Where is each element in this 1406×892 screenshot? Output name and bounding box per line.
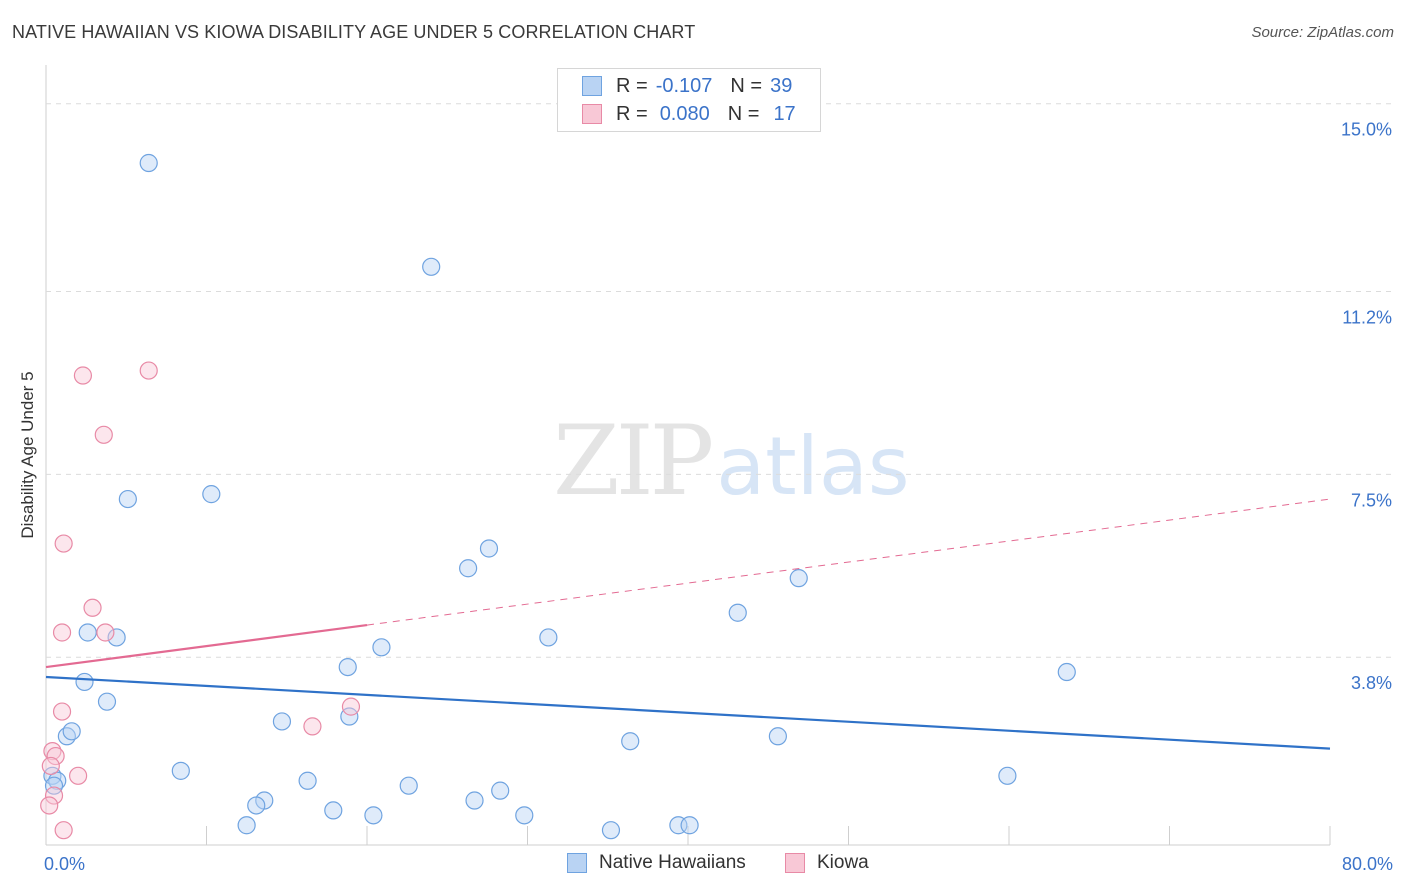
data-point-native-hawaiians xyxy=(298,771,317,790)
data-point-native-hawaiians xyxy=(1057,662,1076,682)
series-label-native-hawaiians: Native Hawaiians xyxy=(599,852,746,873)
data-point-native-hawaiians xyxy=(237,816,256,835)
series-legend-kiowa: Kiowa xyxy=(785,852,869,874)
y-tick-label: 3.8% xyxy=(1351,673,1392,693)
data-point-native-hawaiians xyxy=(324,801,343,820)
y-axis-label: Disability Age Under 5 xyxy=(18,371,37,539)
series-legend: Native Hawaiians Kiowa xyxy=(0,852,1406,878)
data-point-native-hawaiians xyxy=(491,781,510,800)
legend-r-value-kiowa: 0.080 xyxy=(659,102,710,125)
data-point-native-hawaiians xyxy=(364,806,383,825)
legend-n-label: N = xyxy=(727,102,760,125)
data-point-native-hawaiians xyxy=(202,485,221,504)
data-point-native-hawaiians xyxy=(479,539,499,558)
data-point-native-hawaiians xyxy=(118,489,137,509)
legend-swatch-native-hawaiians xyxy=(582,76,602,96)
data-point-kiowa xyxy=(52,623,72,642)
data-point-kiowa xyxy=(44,786,64,805)
data-point-native-hawaiians xyxy=(44,776,64,795)
data-point-native-hawaiians xyxy=(372,638,391,657)
data-point-native-hawaiians xyxy=(422,257,441,276)
data-point-native-hawaiians xyxy=(465,791,484,810)
data-point-native-hawaiians xyxy=(338,657,357,677)
data-point-kiowa xyxy=(96,623,115,642)
y-tick-label: 15.0% xyxy=(1341,120,1392,140)
data-point-kiowa xyxy=(52,702,72,721)
data-point-kiowa xyxy=(341,697,361,716)
data-point-native-hawaiians xyxy=(539,628,558,647)
data-point-kiowa xyxy=(54,534,73,553)
y-tick-label: 11.2% xyxy=(1342,308,1392,328)
data-point-native-hawaiians xyxy=(247,796,266,815)
x-tick-label: 0.0% xyxy=(44,854,85,874)
chart-title: NATIVE HAWAIIAN VS KIOWA DISABILITY AGE … xyxy=(12,22,696,42)
series-legend-native-hawaiians: Native Hawaiians xyxy=(567,852,746,874)
legend-n-value-kiowa: 17 xyxy=(773,102,796,125)
data-point-native-hawaiians xyxy=(139,153,158,173)
legend-n-label: N = xyxy=(730,74,763,97)
data-point-native-hawaiians xyxy=(75,672,94,692)
legend-row-native-hawaiians: R = -0.107 N = 39 xyxy=(582,73,792,99)
data-point-kiowa xyxy=(68,766,88,785)
trend-line-native-hawaiians xyxy=(45,675,1331,750)
data-point-kiowa xyxy=(54,821,73,840)
watermark-zip: ZIP xyxy=(553,405,714,517)
data-point-native-hawaiians xyxy=(171,761,190,780)
data-point-native-hawaiians xyxy=(459,559,478,578)
data-point-native-hawaiians xyxy=(399,776,418,795)
trend-line-kiowa-solid xyxy=(45,623,368,669)
legend-row-kiowa: R = 0.080 N = 17 xyxy=(582,101,796,127)
data-point-native-hawaiians xyxy=(272,712,292,731)
data-point-native-hawaiians xyxy=(728,603,747,622)
series-swatch-native-hawaiians xyxy=(567,853,587,873)
data-point-native-hawaiians xyxy=(97,692,117,711)
legend-swatch-kiowa xyxy=(582,104,602,124)
data-point-kiowa xyxy=(139,361,158,380)
legend-r-value-native-hawaiians: -0.107 xyxy=(655,74,713,97)
watermark: ZIPatlas xyxy=(553,405,910,517)
data-point-native-hawaiians xyxy=(62,722,81,741)
correlation-legend: R = -0.107 N = 39 R = 0.080 N = 17 xyxy=(557,68,821,132)
series-label-kiowa: Kiowa xyxy=(817,852,869,873)
watermark-atlas: atlas xyxy=(716,420,910,513)
data-point-kiowa xyxy=(73,366,93,385)
chart-source: Source: ZipAtlas.com xyxy=(1251,24,1394,41)
data-point-native-hawaiians xyxy=(601,821,621,840)
data-point-kiowa xyxy=(46,746,65,766)
data-point-kiowa xyxy=(94,425,113,444)
data-point-kiowa xyxy=(43,742,62,761)
data-point-native-hawaiians xyxy=(515,806,534,825)
data-point-kiowa xyxy=(40,796,59,815)
y-tick-label: 7.5% xyxy=(1351,490,1392,510)
series-swatch-kiowa xyxy=(785,853,805,873)
data-point-native-hawaiians xyxy=(789,569,808,588)
legend-r-label: R = xyxy=(616,74,648,97)
data-point-kiowa xyxy=(83,598,102,617)
data-point-kiowa xyxy=(41,756,60,776)
data-point-kiowa xyxy=(303,717,322,736)
legend-r-label: R = xyxy=(616,102,648,125)
data-point-native-hawaiians xyxy=(768,727,787,746)
x-tick-label: 80.0% xyxy=(1342,854,1393,874)
data-point-native-hawaiians xyxy=(107,628,126,647)
data-point-native-hawaiians xyxy=(998,766,1017,785)
legend-n-value-native-hawaiians: 39 xyxy=(770,74,793,97)
data-point-native-hawaiians xyxy=(78,623,97,642)
data-point-native-hawaiians xyxy=(680,816,699,835)
data-point-native-hawaiians xyxy=(621,732,640,751)
trend-line-kiowa-dashed xyxy=(366,498,1331,626)
